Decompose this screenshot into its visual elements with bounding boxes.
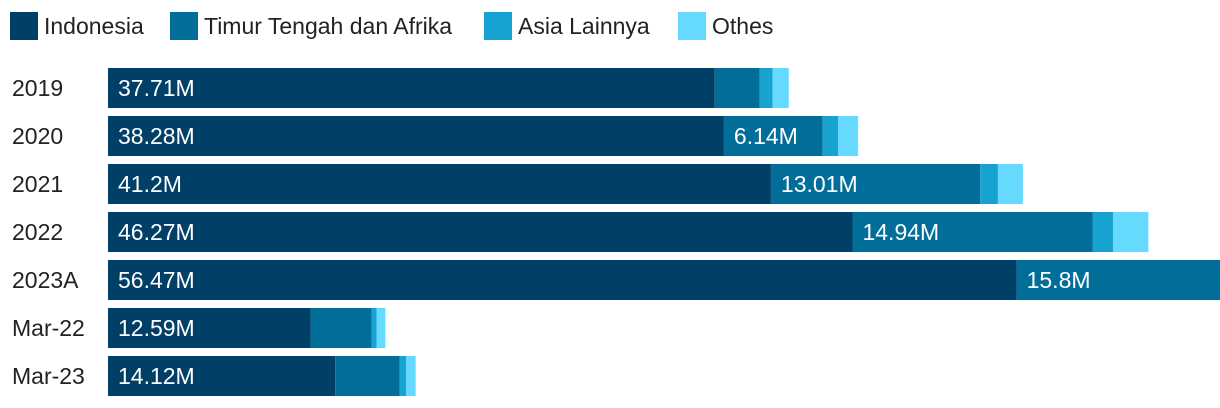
legend: Indonesia Timur Tengah dan Afrika Asia Lai… <box>10 12 773 40</box>
bar-indonesia-mar-23 <box>108 356 336 396</box>
bar-asia-lainnya-2022 <box>1092 212 1113 252</box>
data-label-indonesia-2019: 37.71M <box>118 75 195 101</box>
legend-label-timur-tengah-dan-afrika: Timur Tengah dan Afrika <box>204 13 452 39</box>
data-label-indonesia-2021: 41.2M <box>118 171 182 197</box>
data-label-indonesia-2023a: 56.47M <box>118 267 195 293</box>
bar-indonesia-2023a <box>108 260 1017 300</box>
category-label-2023a: 2023A <box>12 267 79 293</box>
legend-swatch-asia-lainnya <box>484 12 512 40</box>
data-label-timur-tengah-dan-afrika-2023a: 15.8M <box>1027 267 1091 293</box>
bar-timur-tengah-dan-afrika-2021 <box>770 164 981 204</box>
data-label-indonesia-mar-23: 14.12M <box>118 363 195 389</box>
category-label-2022: 2022 <box>12 219 63 245</box>
bar-timur-tengah-dan-afrika-2019 <box>714 68 760 108</box>
bar-timur-tengah-dan-afrika-2023a <box>1016 260 1220 300</box>
category-label-mar-22: Mar-22 <box>12 315 85 341</box>
data-label-indonesia-2022: 46.27M <box>118 219 195 245</box>
bar-othes-2021 <box>997 164 1023 204</box>
category-label-2019: 2019 <box>12 75 63 101</box>
bar-othes-2019 <box>772 68 789 108</box>
bar-asia-lainnya-2019 <box>759 68 773 108</box>
bar-othes-mar-22 <box>376 308 386 348</box>
bar-timur-tengah-dan-afrika-2020 <box>723 116 823 156</box>
data-label-timur-tengah-dan-afrika-2021: 13.01M <box>781 171 858 197</box>
bar-timur-tengah-dan-afrika-mar-23 <box>335 356 400 396</box>
bar-asia-lainnya-2021 <box>980 164 998 204</box>
bar-indonesia-2022 <box>108 212 853 252</box>
legend-swatch-othes <box>678 12 706 40</box>
bar-indonesia-2020 <box>108 116 724 156</box>
bar-othes-2020 <box>838 116 859 156</box>
legend-swatch-timur-tengah-dan-afrika <box>170 12 198 40</box>
bar-indonesia-2019 <box>108 68 715 108</box>
bar-indonesia-2021 <box>108 164 771 204</box>
category-label-mar-23: Mar-23 <box>12 363 85 389</box>
bar-asia-lainnya-2020 <box>822 116 839 156</box>
bar-othes-mar-23 <box>405 356 416 396</box>
bar-asia-lainnya-mar-22 <box>371 308 377 348</box>
legend-label-othes: Othes <box>712 13 773 39</box>
legend-label-indonesia: Indonesia <box>44 13 144 39</box>
legend-swatch-indonesia <box>10 12 38 40</box>
data-label-timur-tengah-dan-afrika-2020: 6.14M <box>734 123 798 149</box>
legend-label-asia-lainnya: Asia Lainnya <box>518 13 650 39</box>
data-label-timur-tengah-dan-afrika-2022: 14.94M <box>862 219 939 245</box>
bar-timur-tengah-dan-afrika-2022 <box>852 212 1093 252</box>
bars: 37.71M 38.28M 6.14M 41.2M 13.01M 46.27M 14.94M… <box>108 68 1220 396</box>
data-label-indonesia-2020: 38.28M <box>118 123 195 149</box>
bar-othes-2022 <box>1112 212 1149 252</box>
category-label-2021: 2021 <box>12 171 63 197</box>
category-label-2020: 2020 <box>12 123 63 149</box>
category-axis: 2019 2020 2021 2022 2023A Mar-22 Mar-23 <box>12 75 85 389</box>
data-label-indonesia-mar-22: 12.59M <box>118 315 195 341</box>
bar-timur-tengah-dan-afrika-mar-22 <box>310 308 372 348</box>
bar-indonesia-mar-22 <box>108 308 311 348</box>
bar-asia-lainnya-mar-23 <box>399 356 406 396</box>
